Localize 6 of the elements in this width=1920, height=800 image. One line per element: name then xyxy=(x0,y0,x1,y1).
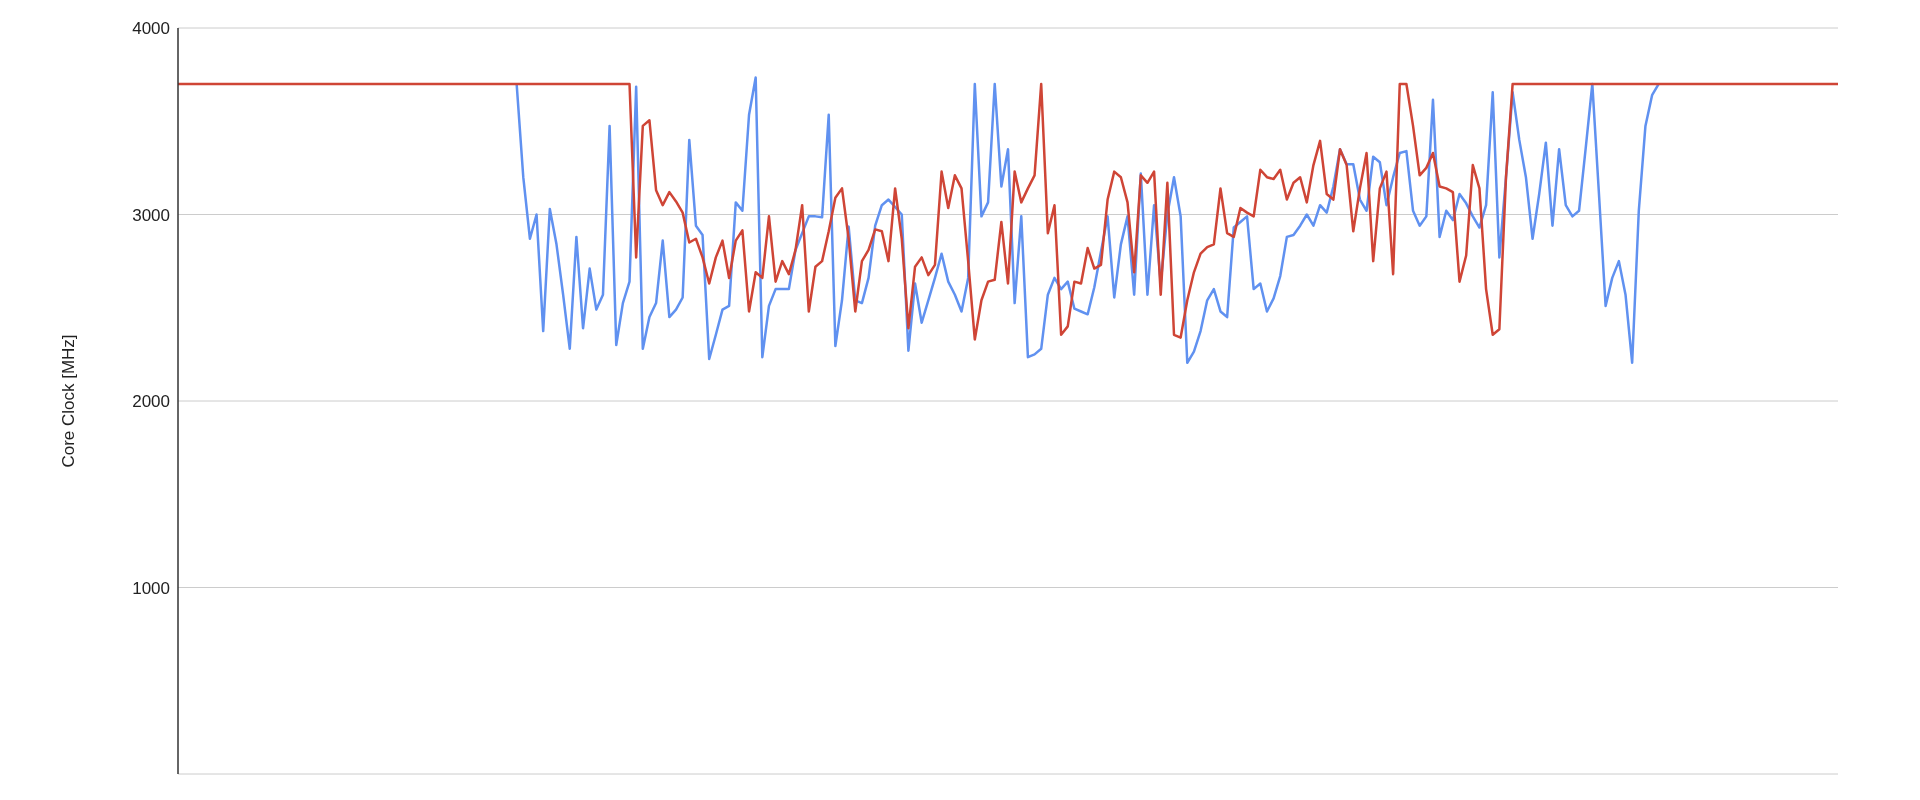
line-series xyxy=(178,82,1838,341)
y-tick-label: 3000 xyxy=(132,205,170,225)
y-tick-label: 1000 xyxy=(132,578,170,598)
y-axis-title: Core Clock [MHz] xyxy=(59,334,79,468)
y-tick-label: 2000 xyxy=(132,392,170,412)
y-tick-label: 4000 xyxy=(132,19,170,39)
